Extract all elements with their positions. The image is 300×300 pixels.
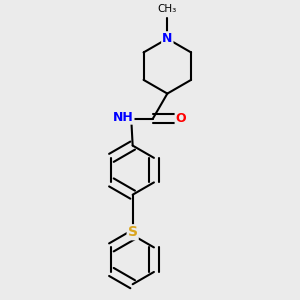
Text: N: N	[162, 32, 172, 45]
Text: O: O	[176, 112, 186, 125]
Text: NH: NH	[113, 111, 134, 124]
Text: S: S	[128, 225, 138, 239]
Text: CH₃: CH₃	[158, 4, 177, 14]
